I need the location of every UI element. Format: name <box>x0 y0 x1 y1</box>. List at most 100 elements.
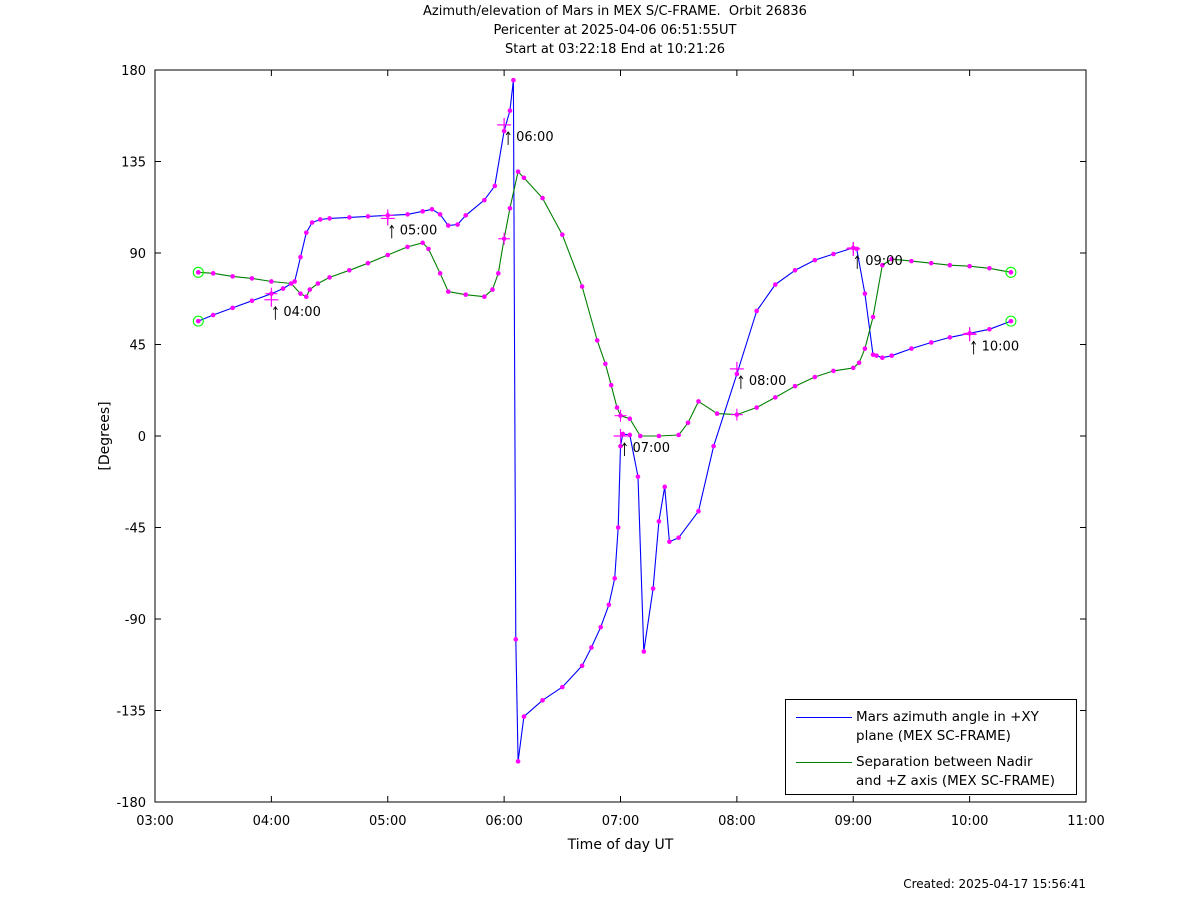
separation-point <box>540 195 545 201</box>
azimuth-point <box>874 353 879 358</box>
x-tick-label: 06:00 <box>485 814 522 829</box>
hour-arrow <box>622 442 627 456</box>
azimuth-point <box>309 220 315 225</box>
legend: Mars azimuth angle in +XY plane (MEX SC-… <box>785 699 1077 795</box>
separation-point <box>850 365 856 371</box>
azimuth-point <box>987 326 992 332</box>
annotation-layer: 04:00 05:00 06:00 07:00 08:00 09:00 10:00 <box>264 117 1019 456</box>
separation-point <box>831 368 836 374</box>
azimuth-point <box>492 183 498 189</box>
hour-label: 07:00 <box>633 441 670 456</box>
x-tick-label: 03:00 <box>136 814 173 829</box>
separation-point <box>315 281 321 286</box>
separation-point <box>603 361 608 367</box>
azimuth-point <box>862 291 868 296</box>
separation-point <box>889 256 894 262</box>
separation-point <box>249 276 255 281</box>
separation-point <box>303 294 309 300</box>
azimuth-point <box>292 279 297 284</box>
endpoint-marker <box>1005 266 1017 278</box>
azimuth-point <box>656 519 662 524</box>
azimuth-point <box>928 340 934 345</box>
azimuth-point <box>618 443 623 449</box>
x-tick-label: 10:00 <box>951 814 988 829</box>
separation-point <box>1008 270 1014 275</box>
separation-point <box>298 291 303 296</box>
chart-title-line3: Start at 03:22:18 End at 10:21:26 <box>504 42 726 57</box>
hour-label: 06:00 <box>516 130 553 145</box>
y-tick-label: -90 <box>125 613 146 628</box>
separation-point <box>307 287 313 292</box>
legend-label-separation-2: and +Z axis (MEX SC-FRAME) <box>856 773 1056 789</box>
azimuth-point <box>870 352 876 357</box>
hour-label: 10:00 <box>982 339 1019 354</box>
y-tick-label: -45 <box>125 522 146 537</box>
y-tick-label: 180 <box>121 64 146 79</box>
legend-label-azimuth-1: Mars azimuth angle in +XY <box>856 709 1039 725</box>
separation-point <box>696 399 701 404</box>
azimuth-point <box>280 286 286 291</box>
azimuth-point <box>298 254 303 260</box>
azimuth-point <box>210 312 216 318</box>
azimuth-point <box>909 346 914 351</box>
separation-point <box>637 433 643 439</box>
azimuth-point <box>507 108 513 113</box>
endpoint-marker <box>192 315 204 327</box>
separation-point <box>405 244 410 250</box>
separation-point <box>230 274 235 279</box>
separation-point <box>909 258 914 264</box>
separation-point <box>792 383 798 389</box>
separation-point <box>614 405 620 410</box>
endpoint-marker <box>192 266 204 278</box>
chart-title-line2: Pericenter at 2025-04-06 06:51:55UT <box>493 23 737 38</box>
azimuth-point <box>405 212 410 217</box>
separation-point <box>437 271 443 276</box>
separation-point <box>656 433 662 439</box>
x-tick-label: 09:00 <box>835 814 872 829</box>
y-tick-label: 45 <box>129 339 146 354</box>
legend-label-separation-1: Separation between Nadir <box>856 754 1033 770</box>
hour-label: 04:00 <box>283 305 320 320</box>
hour-label: 09:00 <box>865 254 902 269</box>
markers-layer <box>192 77 1017 764</box>
separation-point <box>870 314 876 320</box>
azimuth-point <box>620 431 626 437</box>
separation-point <box>947 262 953 268</box>
azimuth-point <box>327 216 332 221</box>
separation-point <box>772 395 778 400</box>
separation-point <box>928 260 934 266</box>
separation-point <box>812 374 818 380</box>
separation-point <box>288 281 294 286</box>
separation-point <box>347 267 352 273</box>
separation-point <box>385 252 391 258</box>
azimuth-point <box>365 214 371 219</box>
separation-point <box>880 262 885 268</box>
separation-point <box>490 287 495 292</box>
azimuth-point <box>812 257 818 263</box>
separation-point <box>365 260 371 266</box>
azimuth-point <box>711 443 716 449</box>
y-axis-label: [Degrees] <box>97 401 113 470</box>
azimuth-point <box>754 308 759 314</box>
y-tick-label: 135 <box>121 156 146 171</box>
hour-arrow <box>738 375 744 389</box>
chart-title-line1: Azimuth/elevation of Mars in MEX S/C-FRA… <box>423 4 807 19</box>
azimuth-point <box>249 298 255 304</box>
separation-point <box>210 271 216 276</box>
hour-arrow <box>389 224 395 239</box>
azimuth-point <box>482 197 487 203</box>
endpoint-marker <box>1005 315 1017 327</box>
azimuth-point <box>463 213 469 218</box>
azimuth-point <box>947 335 953 340</box>
separation-point <box>714 411 720 416</box>
separation-point <box>676 432 681 438</box>
azimuth-point <box>515 759 521 764</box>
azimuth-point <box>696 508 701 514</box>
azimuth-point <box>579 663 585 669</box>
created-timestamp: Created: 2025-04-17 15:56:41 <box>903 877 1086 891</box>
azimuth-point <box>513 637 519 642</box>
azimuth-point <box>1008 318 1014 324</box>
azimuth-point <box>437 212 443 217</box>
separation-point <box>685 420 691 426</box>
